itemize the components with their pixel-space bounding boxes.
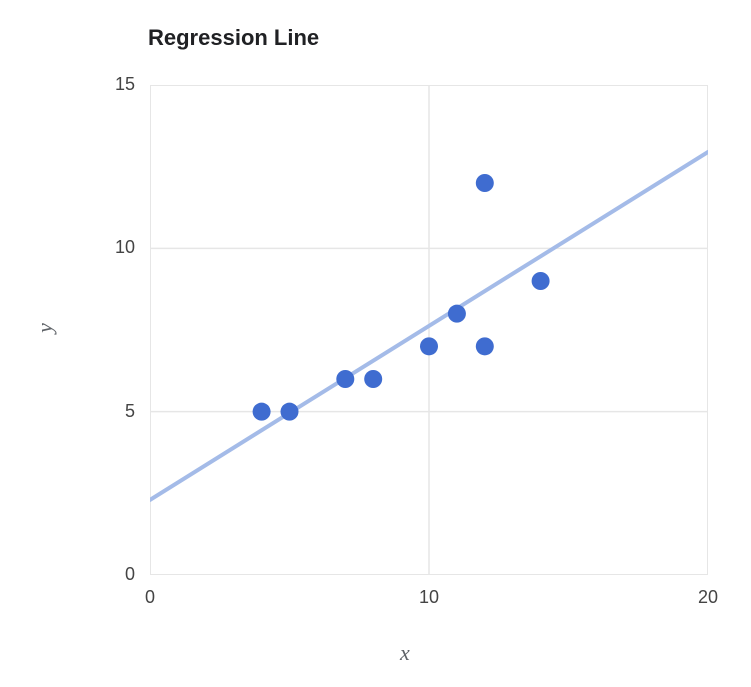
data-point <box>420 337 438 355</box>
plot-area <box>150 85 708 575</box>
y-axis-label: y <box>32 323 58 333</box>
x-axis-label: x <box>400 640 410 666</box>
x-tick-label: 20 <box>696 587 720 608</box>
x-tick-label: 10 <box>417 587 441 608</box>
y-tick-label: 10 <box>115 237 135 258</box>
data-point <box>476 337 494 355</box>
data-point <box>336 370 354 388</box>
data-point <box>253 403 271 421</box>
chart-container: Regression Line y x 0 5 10 15 0 10 20 <box>0 0 751 687</box>
x-tick-label: 0 <box>138 587 162 608</box>
data-point <box>448 305 466 323</box>
y-tick-label: 5 <box>125 401 135 422</box>
data-point <box>476 174 494 192</box>
y-tick-label: 15 <box>115 74 135 95</box>
data-point <box>532 272 550 290</box>
data-point <box>364 370 382 388</box>
y-tick-label: 0 <box>125 564 135 585</box>
plot-svg <box>150 85 708 575</box>
data-point <box>281 403 299 421</box>
chart-title: Regression Line <box>148 25 319 51</box>
